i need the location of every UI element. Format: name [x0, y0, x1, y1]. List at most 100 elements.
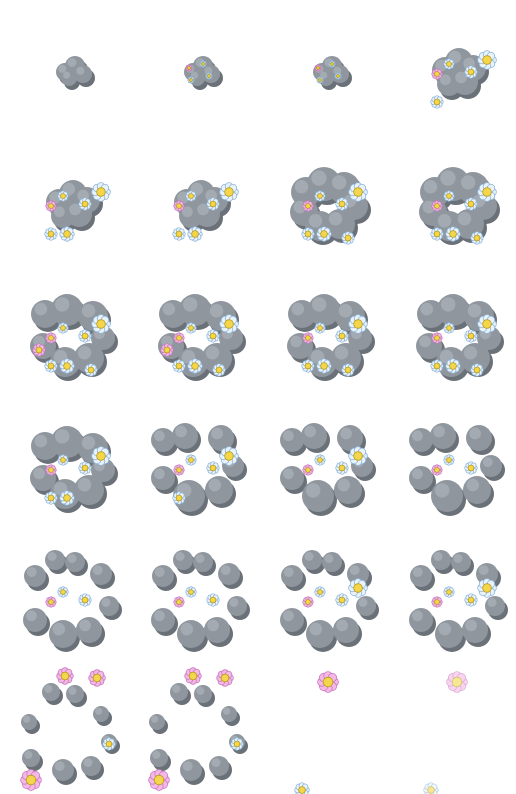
pink-flower-icon: [302, 464, 314, 476]
white-flower-icon: [185, 586, 197, 598]
frame-canvas: [313, 56, 352, 90]
white-flower-icon: [470, 231, 484, 245]
sprite-frame: [262, 398, 391, 530]
white-flower-icon: [102, 737, 116, 751]
white-flower-icon: [206, 461, 220, 475]
pink-flower-icon: [173, 596, 185, 608]
pink-flower-icon: [431, 332, 443, 344]
white-flower-icon: [314, 190, 326, 202]
cloud: [409, 423, 505, 516]
sprite-frame: [262, 266, 391, 398]
frame-canvas: [184, 56, 223, 90]
white-flower-icon: [464, 461, 478, 475]
sprite-frame: [391, 398, 516, 530]
white-flower-icon: [464, 197, 478, 211]
pink-flower-icon: [302, 332, 314, 344]
white-flower-icon: [477, 182, 497, 202]
pink-flower-icon: [185, 64, 193, 72]
white-flower-icon: [59, 490, 75, 506]
sprite-frame: [391, 662, 516, 794]
white-flower-icon: [84, 363, 98, 377]
white-flower-icon: [44, 227, 58, 241]
cloud: [280, 550, 379, 652]
frame-canvas: [416, 294, 504, 381]
white-flower-icon: [185, 190, 197, 202]
white-flower-icon: [57, 586, 69, 598]
frame-canvas: [44, 180, 111, 242]
white-flower-icon: [185, 322, 197, 334]
white-flower-icon: [185, 454, 197, 466]
white-flower-icon: [443, 322, 455, 334]
white-flower-icon: [187, 76, 195, 84]
white-flower-icon: [57, 190, 69, 202]
sprite-frame: [391, 530, 516, 662]
frame-canvas: [280, 423, 376, 516]
sprite-frame: [262, 662, 391, 794]
frame-canvas: [419, 167, 500, 245]
white-flower-icon: [443, 586, 455, 598]
white-flower-icon: [464, 593, 478, 607]
pink-flower-icon: [431, 596, 443, 608]
pink-flower-icon: [160, 343, 174, 357]
frame-canvas: [56, 56, 95, 90]
pink-flower-icon: [45, 332, 57, 344]
white-flower-icon: [219, 446, 239, 466]
pink-flower-icon: [431, 464, 443, 476]
frame-canvas: [20, 667, 120, 791]
white-flower-icon: [187, 226, 203, 242]
sprite-frame: [262, 2, 391, 134]
white-flower-icon: [91, 182, 111, 202]
white-flower-icon: [316, 358, 332, 374]
cloud: [151, 550, 250, 652]
white-flower-icon: [206, 593, 220, 607]
pink-flower-icon: [314, 64, 322, 72]
pink-flower-icon: [88, 669, 106, 687]
white-flower-icon: [57, 454, 69, 466]
pink-flower-icon: [45, 464, 57, 476]
white-flower-icon: [335, 329, 349, 343]
white-flower-icon: [301, 359, 315, 373]
sprite-frame: [391, 134, 516, 266]
cloud: [56, 56, 95, 90]
frame-canvas: [409, 550, 508, 652]
cloud: [151, 423, 247, 516]
white-flower-icon: [314, 322, 326, 334]
frame-canvas: [409, 423, 505, 516]
white-flower-icon: [187, 358, 203, 374]
white-flower-icon: [341, 231, 355, 245]
white-flower-icon: [44, 491, 58, 505]
pink-flower-icon: [216, 669, 234, 687]
pink-flower-icon: [184, 667, 202, 685]
white-flower-icon: [91, 446, 111, 466]
white-flower-icon: [464, 329, 478, 343]
white-flower-icon: [477, 314, 497, 334]
white-flower-icon: [430, 95, 444, 109]
white-flower-icon: [335, 461, 349, 475]
white-flower-icon: [59, 358, 75, 374]
white-flower-icon: [445, 226, 461, 242]
sprite-frame: [5, 266, 134, 398]
white-flower-icon: [78, 593, 92, 607]
white-flower-icon: [443, 58, 455, 70]
pink-flower-icon: [45, 596, 57, 608]
sprite-frame: [133, 530, 262, 662]
white-flower-icon: [470, 363, 484, 377]
white-flower-icon: [219, 314, 239, 334]
frame-canvas: [148, 667, 248, 791]
sprite-frame: [133, 398, 262, 530]
cloud: [280, 423, 376, 516]
sprite-frame: [5, 134, 134, 266]
cloud: [21, 683, 120, 785]
frame-canvas: [23, 550, 122, 652]
frame-canvas: [151, 550, 250, 652]
white-flower-icon: [78, 461, 92, 475]
white-flower-icon: [316, 76, 324, 84]
pink-flower-icon: [20, 769, 42, 791]
frame-canvas: [290, 167, 371, 245]
white-flower-icon: [172, 359, 186, 373]
pink-flower-icon: [148, 769, 170, 791]
white-flower-icon: [430, 359, 444, 373]
pink-flower-icon: [431, 68, 443, 80]
frame-canvas: [151, 423, 247, 516]
pink-flower-icon: [173, 200, 185, 212]
